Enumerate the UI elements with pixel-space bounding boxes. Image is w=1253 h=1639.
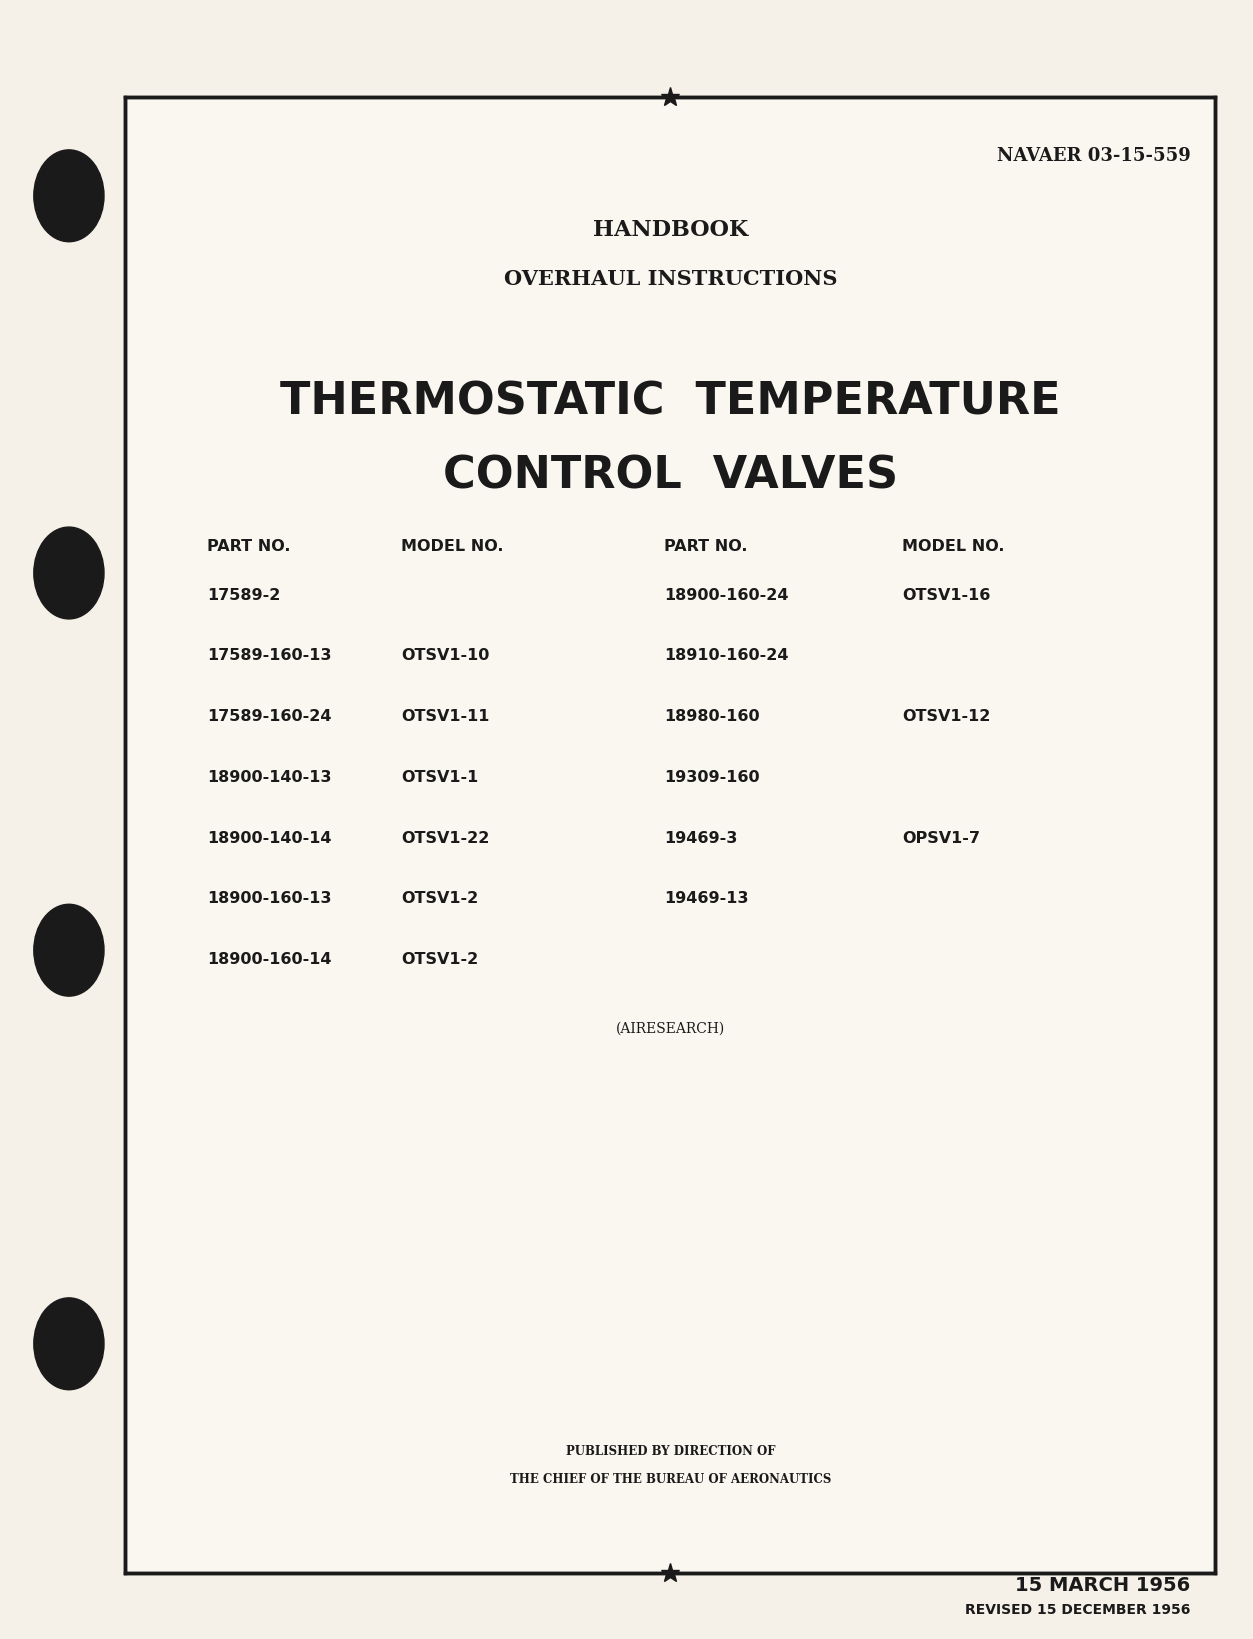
Text: PART NO.: PART NO. (664, 538, 748, 554)
Text: PUBLISHED BY DIRECTION OF: PUBLISHED BY DIRECTION OF (565, 1444, 776, 1457)
Text: 18900-140-13: 18900-140-13 (207, 769, 331, 785)
Text: MODEL NO.: MODEL NO. (401, 538, 504, 554)
Text: REVISED 15 DECEMBER 1956: REVISED 15 DECEMBER 1956 (965, 1603, 1190, 1616)
Text: THERMOSTATIC  TEMPERATURE: THERMOSTATIC TEMPERATURE (279, 380, 1061, 423)
Text: OTSV1-10: OTSV1-10 (401, 647, 490, 664)
Text: OTSV1-2: OTSV1-2 (401, 890, 479, 906)
Text: OTSV1-12: OTSV1-12 (902, 708, 991, 724)
FancyBboxPatch shape (125, 98, 1215, 1573)
Text: 19469-3: 19469-3 (664, 829, 738, 846)
Text: OTSV1-22: OTSV1-22 (401, 829, 490, 846)
Text: HANDBOOK: HANDBOOK (593, 218, 748, 241)
Text: 18900-140-14: 18900-140-14 (207, 829, 331, 846)
Text: 18900-160-24: 18900-160-24 (664, 587, 788, 603)
Text: OTSV1-1: OTSV1-1 (401, 769, 479, 785)
Circle shape (34, 1298, 104, 1390)
Text: 18980-160: 18980-160 (664, 708, 759, 724)
Text: OTSV1-2: OTSV1-2 (401, 951, 479, 967)
Text: 18910-160-24: 18910-160-24 (664, 647, 788, 664)
Circle shape (34, 151, 104, 243)
Text: 15 MARCH 1956: 15 MARCH 1956 (1015, 1575, 1190, 1595)
Text: (AIRESEARCH): (AIRESEARCH) (615, 1021, 725, 1034)
Circle shape (34, 528, 104, 620)
Text: THE CHIEF OF THE BUREAU OF AERONAUTICS: THE CHIEF OF THE BUREAU OF AERONAUTICS (510, 1472, 831, 1485)
Text: NAVAER 03-15-559: NAVAER 03-15-559 (996, 148, 1190, 164)
Text: 18900-160-14: 18900-160-14 (207, 951, 331, 967)
Text: OTSV1-16: OTSV1-16 (902, 587, 991, 603)
Circle shape (34, 905, 104, 997)
Text: 17589-160-24: 17589-160-24 (207, 708, 331, 724)
Text: PART NO.: PART NO. (207, 538, 291, 554)
Text: OPSV1-7: OPSV1-7 (902, 829, 980, 846)
Text: 19469-13: 19469-13 (664, 890, 748, 906)
Text: 17589-2: 17589-2 (207, 587, 281, 603)
Text: 18900-160-13: 18900-160-13 (207, 890, 331, 906)
Text: CONTROL  VALVES: CONTROL VALVES (442, 454, 898, 497)
Text: OVERHAUL INSTRUCTIONS: OVERHAUL INSTRUCTIONS (504, 269, 837, 288)
Text: 17589-160-13: 17589-160-13 (207, 647, 331, 664)
Text: 19309-160: 19309-160 (664, 769, 759, 785)
Text: OTSV1-11: OTSV1-11 (401, 708, 490, 724)
Text: MODEL NO.: MODEL NO. (902, 538, 1005, 554)
